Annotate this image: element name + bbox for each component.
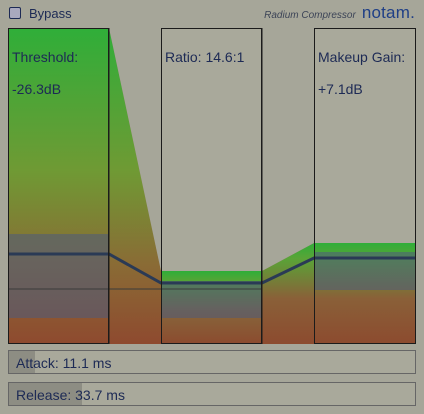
ratio-label[interactable]: Ratio: 14.6:1 (165, 33, 244, 81)
makeup-label[interactable]: Makeup Gain: +7.1dB (318, 33, 405, 113)
threshold-label[interactable]: Threshold: -26.3dB (12, 33, 78, 113)
makeup-title: Makeup Gain: (318, 49, 406, 65)
makeup-empty-area (314, 28, 416, 243)
bypass-label: Bypass (29, 5, 72, 21)
compressor-curve-svg (8, 28, 416, 344)
release-fill (9, 383, 83, 405)
level-line (8, 252, 416, 285)
attack-label: Attack: 11.1 ms (16, 355, 112, 371)
bypass-checkbox[interactable] (9, 7, 21, 19)
attack-slider[interactable]: Attack: 11.1 ms (8, 350, 416, 374)
top-bar: Bypass Radium Compressor notam. (0, 0, 424, 26)
bypass-toggle[interactable]: Bypass (9, 4, 72, 22)
upper-gap-b (262, 28, 314, 271)
compressor-graph[interactable]: Threshold: -26.3dB Ratio: 14.6:1 Makeup … (8, 28, 416, 344)
ratio-title: Ratio: 14.6:1 (165, 49, 245, 65)
threshold-value: -26.3dB (12, 81, 62, 97)
attack-fill (9, 351, 36, 373)
upper-gap-a (109, 28, 161, 271)
ratio-empty-area (161, 28, 262, 271)
input-level-meter (8, 234, 109, 318)
brand: Radium Compressor notam. (264, 3, 415, 23)
makeup-value: +7.1dB (318, 81, 363, 97)
plugin-name: Radium Compressor (264, 10, 356, 21)
notam-logo: notam. (361, 3, 415, 22)
release-label: Release: 33.7 ms (16, 387, 125, 403)
output-level-meter (161, 281, 262, 318)
ratio-makeup-transition (262, 243, 314, 344)
threshold-ratio-transition (109, 28, 161, 344)
makeup-box (314, 28, 416, 344)
release-slider[interactable]: Release: 33.7 ms (8, 382, 416, 406)
threshold-title: Threshold: (12, 49, 79, 65)
